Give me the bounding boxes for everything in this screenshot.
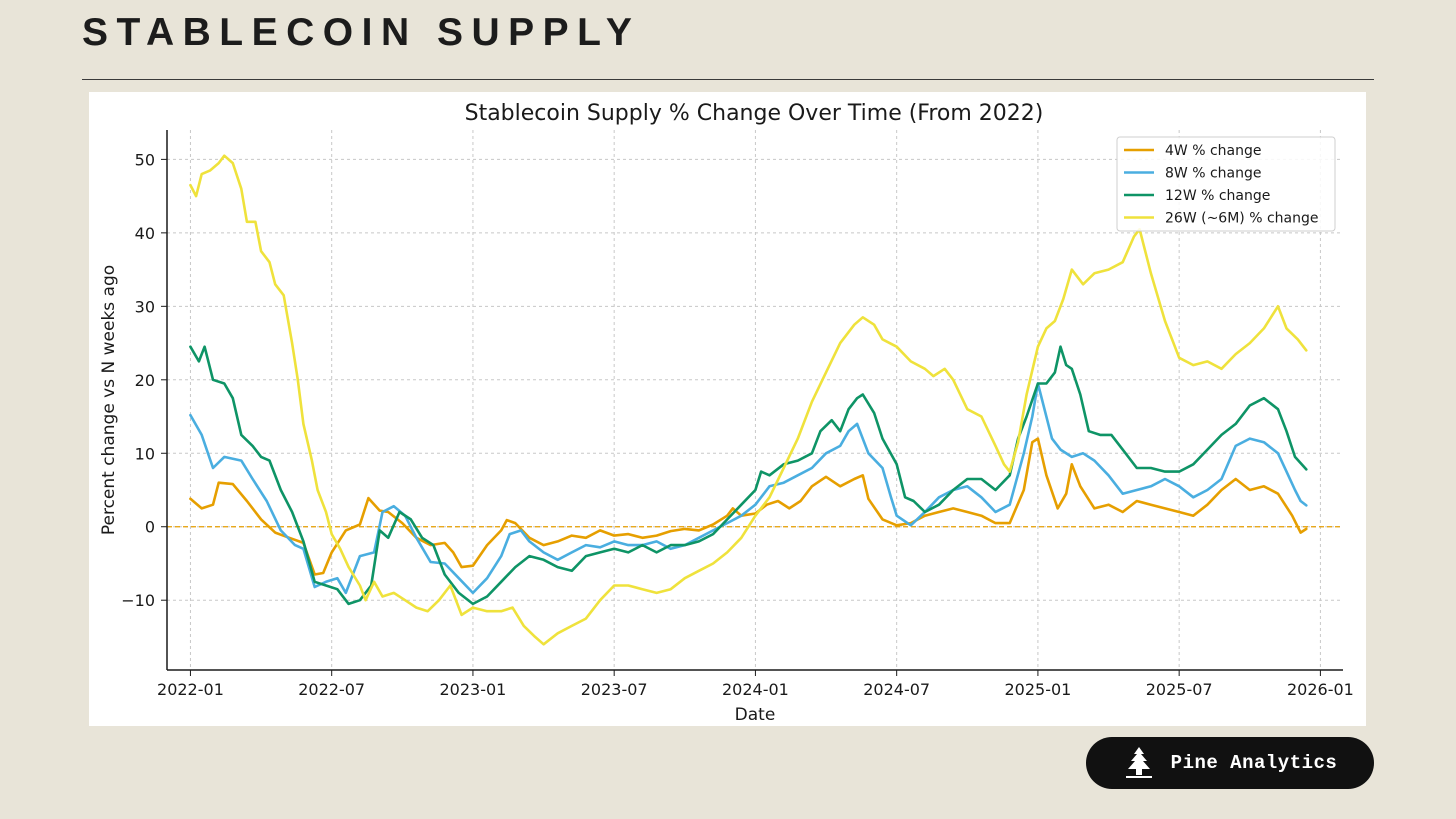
axes: [161, 130, 1343, 676]
x-tick-label-5: 2024-07: [863, 680, 930, 699]
x-tick-label-3: 2023-07: [581, 680, 648, 699]
y-tick-label-6: −10: [121, 591, 155, 610]
x-tick-label-4: 2024-01: [722, 680, 789, 699]
line-chart: 2022-01 2022-07 2023-01 2023-07 2024-01 2024-…: [99, 101, 1354, 725]
brand-badge: Pine Analytics: [1086, 737, 1374, 789]
chart-legend: 4W % change 8W % change 12W % change 26W (~…: [1116, 136, 1336, 232]
series-line-3: [189, 345, 1308, 606]
x-axis-label: Date: [735, 705, 776, 725]
x-tick-label-0: 2022-01: [157, 680, 224, 699]
page-title: STABLECOIN SUPPLY: [82, 11, 641, 54]
y-tick-label-5: 0: [145, 518, 155, 537]
x-tick-label-7: 2025-07: [1146, 680, 1213, 699]
x-tick-label-1: 2022-07: [298, 680, 365, 699]
series-lines: [189, 154, 1308, 646]
brand-name: Pine Analytics: [1170, 752, 1338, 774]
y-axis-label: Percent change vs N weeks ago: [99, 265, 119, 535]
series-line-1: [189, 437, 1308, 576]
x-tick-label-8: 2026-01: [1287, 680, 1354, 699]
chart-title: Stablecoin Supply % Change Over Time (Fr…: [465, 101, 1044, 126]
y-tick-label-0: 50: [135, 150, 155, 169]
legend-label-1: 4W % change: [1165, 143, 1261, 159]
y-tick-label-4: 10: [135, 444, 155, 463]
title-divider: [82, 79, 1374, 80]
legend-label-4: 26W (~6M) % change: [1165, 211, 1318, 227]
series-line-4: [189, 154, 1308, 646]
pine-tree-icon: [1125, 747, 1152, 778]
y-tick-label-1: 40: [135, 224, 155, 243]
legend-label-3: 12W % change: [1165, 188, 1270, 204]
legend-label-2: 8W % change: [1165, 166, 1261, 182]
tick-labels: 2022-01 2022-07 2023-01 2023-07 2024-01 2024-…: [121, 150, 1354, 699]
x-tick-label-6: 2025-01: [1004, 680, 1071, 699]
chart-card: 2022-01 2022-07 2023-01 2023-07 2024-01 2024-…: [89, 92, 1366, 726]
series-line-2: [189, 382, 1308, 595]
legend-box: [1116, 136, 1336, 232]
x-tick-label-2: 2023-01: [440, 680, 507, 699]
y-tick-label-2: 30: [135, 297, 155, 316]
y-tick-label-3: 20: [135, 371, 155, 390]
